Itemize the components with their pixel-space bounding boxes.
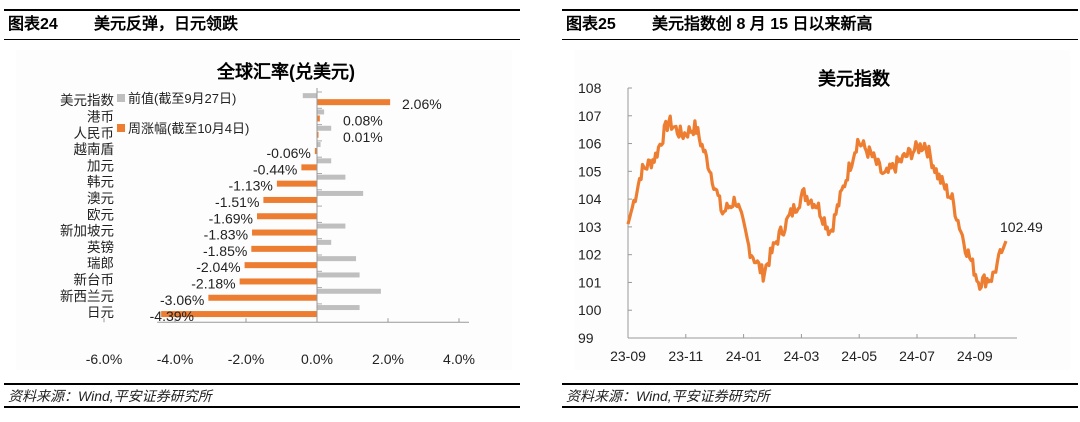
bar-previous xyxy=(317,125,332,131)
chart-title: 全球汇率(兑美元) xyxy=(216,61,355,82)
value-label: 0.01% xyxy=(343,129,383,145)
y-tick-label: 99 xyxy=(578,330,594,346)
category-label: 越南盾 xyxy=(74,142,115,157)
x-tick-label: 24-03 xyxy=(783,348,819,364)
category-label: 新台币 xyxy=(74,272,115,287)
last-value-label: 102.49 xyxy=(1000,219,1043,235)
bar-weekly-change xyxy=(301,164,317,171)
x-tick-label: 24-09 xyxy=(957,348,993,364)
chart-title: 美元指数 xyxy=(818,68,891,89)
y-tick-label: 107 xyxy=(578,108,602,124)
x-tick-label: 24-01 xyxy=(726,348,762,364)
bar-weekly-change xyxy=(239,278,317,285)
x-tick-label: 2.0% xyxy=(372,351,404,367)
category-label: 日元 xyxy=(87,305,114,320)
bar-previous xyxy=(302,93,317,99)
bar-previous xyxy=(317,142,321,148)
y-tick-label: 100 xyxy=(578,302,602,318)
legend-label-previous: 前值(截至9月27日) xyxy=(128,91,236,106)
bar-previous xyxy=(317,288,381,294)
value-label: 2.06% xyxy=(402,96,442,112)
x-tick-label: -2.0% xyxy=(228,351,265,367)
chart-area-background xyxy=(574,50,1070,370)
x-tick-label: 24-05 xyxy=(841,348,877,364)
figure-25-header: 图表25 美元指数创 8 月 15 日以来新高 xyxy=(562,9,1078,40)
bar-weekly-change xyxy=(263,196,317,203)
value-label: -3.06% xyxy=(160,292,204,308)
category-label: 英镑 xyxy=(87,239,114,255)
bar-previous xyxy=(317,223,346,229)
bar-previous xyxy=(317,272,360,278)
value-label: -2.04% xyxy=(196,259,240,275)
y-tick-label: 104 xyxy=(578,191,602,207)
value-label: 0.08% xyxy=(343,112,383,128)
source-note: 资料来源：Wind,平安证券研究所 xyxy=(4,383,520,408)
category-label: 欧元 xyxy=(87,207,114,222)
legend-swatch-weekly xyxy=(117,124,125,132)
y-tick-label: 102 xyxy=(578,247,602,263)
x-tick-label: 23-09 xyxy=(610,348,646,364)
bar-weekly-change xyxy=(276,180,317,187)
y-tick-label: 101 xyxy=(578,274,602,290)
x-tick-label: 4.0% xyxy=(443,351,475,367)
y-tick-label: 106 xyxy=(578,136,602,152)
figure-number: 图表25 xyxy=(566,16,616,33)
bar-weekly-change xyxy=(317,131,319,138)
x-tick-label: 0.0% xyxy=(301,351,333,367)
bar-weekly-change xyxy=(314,148,317,155)
x-tick-label: 23-11 xyxy=(668,348,703,364)
value-label: -1.83% xyxy=(204,227,248,243)
figure-25-panel: 图表25 美元指数创 8 月 15 日以来新高 美元指数 108 107 106 105 1… xyxy=(562,0,1080,422)
bar-previous xyxy=(317,239,332,245)
value-label: -2.18% xyxy=(191,275,235,291)
category-label: 澳元 xyxy=(87,191,114,206)
value-label: -4.39% xyxy=(150,308,194,324)
category-label: 新西兰元 xyxy=(60,289,114,304)
value-label: -0.44% xyxy=(253,161,297,177)
usd-index-line xyxy=(626,114,1008,291)
y-tick-label: 105 xyxy=(578,163,602,179)
bar-weekly-change xyxy=(252,229,317,236)
category-label: 韩元 xyxy=(87,175,114,190)
figure-number: 图表24 xyxy=(8,16,58,33)
value-label: -1.69% xyxy=(209,210,253,226)
bar-chart: 全球汇率(兑美元) 前值(截至9月27日) 周涨幅(截至10月4日) 美元指数 2.06… xyxy=(60,61,475,367)
bar-weekly-change xyxy=(251,245,317,252)
figure-title: 美元指数创 8 月 15 日以来新高 xyxy=(652,16,873,33)
category-label: 美元指数 xyxy=(60,93,114,108)
y-tick-label: 108 xyxy=(578,80,602,96)
category-label: 港币 xyxy=(87,109,114,124)
category-label: 新加坡元 xyxy=(60,224,114,239)
bar-weekly-change xyxy=(317,99,391,106)
figure-24-panel: 图表24 美元反弹，日元领跌 全球汇率(兑美元) 前值(截至9月27日) 周涨幅(截至… xyxy=(4,0,524,422)
value-label: -1.85% xyxy=(203,243,247,259)
bar-previous xyxy=(317,109,325,115)
value-label: -1.13% xyxy=(229,178,273,194)
bar-previous xyxy=(317,256,357,262)
category-label: 加元 xyxy=(87,158,114,173)
x-tick-label: -6.0% xyxy=(86,351,123,367)
bar-weekly-change xyxy=(257,213,317,220)
line-chart: 美元指数 108 107 106 105 104 103 102 101 100 99 23-09 23… xyxy=(578,68,1043,364)
figure-24-header: 图表24 美元反弹，日元领跌 xyxy=(4,9,520,40)
value-label: -0.06% xyxy=(267,145,311,161)
x-tick-label: 24-07 xyxy=(899,348,935,364)
category-label: 瑞郎 xyxy=(87,256,114,271)
bar-weekly-change xyxy=(317,115,320,122)
bar-previous xyxy=(317,305,360,311)
source-note: 资料来源：Wind,平安证券研究所 xyxy=(562,383,1078,408)
legend-swatch-previous xyxy=(117,94,125,102)
category-label: 人民币 xyxy=(74,126,115,141)
bar-weekly-change xyxy=(208,294,317,301)
x-tick-label: -4.0% xyxy=(157,351,194,367)
bar-previous xyxy=(317,190,364,196)
bar-previous xyxy=(317,158,332,164)
bar-weekly-change xyxy=(161,311,317,318)
value-label: -1.51% xyxy=(215,194,259,210)
bar-weekly-change xyxy=(244,262,317,269)
y-tick-label: 103 xyxy=(578,219,602,235)
bar-previous xyxy=(317,174,346,180)
figure-title: 美元反弹，日元领跌 xyxy=(94,16,239,33)
legend-label-weekly: 周涨幅(截至10月4日) xyxy=(128,121,249,136)
